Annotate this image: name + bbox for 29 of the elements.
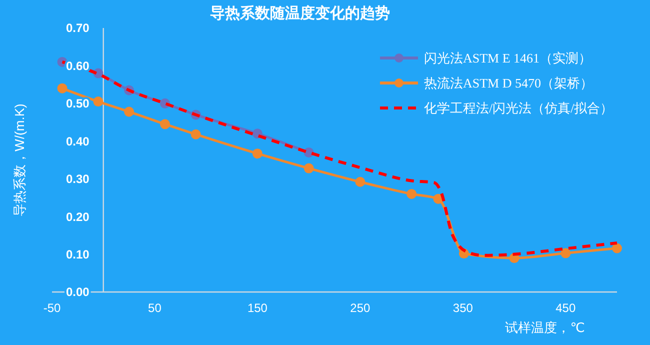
x-tick-label: 150 bbox=[247, 301, 268, 315]
x-tick-label: 350 bbox=[452, 301, 474, 315]
point bbox=[304, 163, 314, 174]
x-axis-title: 试样温度，℃ bbox=[505, 320, 585, 335]
y-tick-label: 0.10 bbox=[66, 247, 90, 262]
point bbox=[252, 148, 262, 159]
legend-label: 化学工程法/闪光法（仿真/拟合） bbox=[424, 100, 614, 116]
point bbox=[406, 188, 417, 199]
point bbox=[560, 248, 571, 258]
point bbox=[124, 106, 134, 117]
x-tick-label: 450 bbox=[556, 301, 576, 315]
y-tick-label: 0.70 bbox=[66, 21, 90, 36]
y-tick-label: 0.50 bbox=[66, 96, 90, 111]
y-tick-label: 0.20 bbox=[66, 210, 90, 224]
y-tick-label: 0.30 bbox=[66, 172, 90, 186]
x-tick-label: -50 bbox=[43, 301, 61, 315]
point bbox=[612, 243, 622, 254]
point bbox=[93, 96, 104, 107]
legend-label: 闪光法ASTM E 1461（实测） bbox=[424, 50, 592, 66]
y-tick-label: 0.40 bbox=[66, 134, 90, 148]
chart-title: 导热系数随温度变化的趋势 bbox=[210, 4, 390, 22]
x-tick-label: 250 bbox=[350, 301, 371, 315]
point bbox=[160, 119, 170, 130]
point bbox=[355, 176, 366, 187]
y-axis-title: 导热系数，W/(m.K) bbox=[12, 104, 27, 216]
point bbox=[190, 129, 201, 140]
point bbox=[57, 83, 68, 94]
x-tick-label: 50 bbox=[148, 301, 162, 315]
legend-label: 热流法ASTM D 5470（架桥） bbox=[424, 76, 594, 91]
